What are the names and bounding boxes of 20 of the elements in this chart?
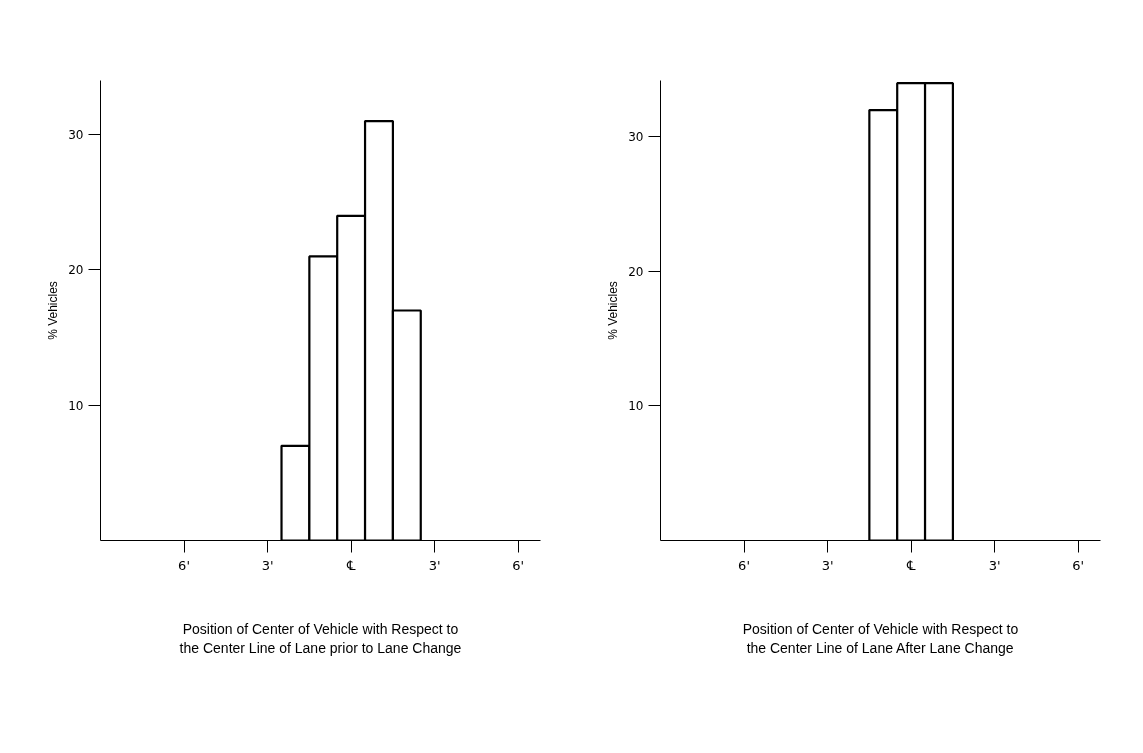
x-tick-label: 6'	[178, 557, 190, 573]
x-axis-title: Position of Center of Vehicle with Respect to the Center Line of Lane prior to Lane Change	[179, 620, 462, 656]
x-tick-label: 6'	[738, 557, 750, 573]
y-tick-label: 20	[68, 263, 84, 278]
x-tick-label: 3'	[988, 557, 1001, 573]
y-tick-label: 10	[628, 399, 644, 414]
x-axis-title: Position of Center of Vehicle with Respect to the Center Line of Lane After Lane Change	[742, 620, 1019, 656]
y-axis-title: % Vehicles	[46, 281, 61, 340]
x-tick-label: 6'	[1072, 557, 1085, 573]
y-tick-label: 20	[628, 264, 644, 279]
y-tick-label: 30	[628, 130, 644, 145]
x-tick-label: 3'	[261, 557, 274, 573]
x-tick-label: 3'	[821, 557, 834, 573]
y-tick-label: 30	[68, 128, 84, 143]
y-tick-label: 10	[68, 398, 84, 413]
x-tick-label: 6'	[512, 557, 525, 573]
y-axis-title: % Vehicles	[606, 281, 621, 340]
x-tick-label: 3'	[428, 557, 441, 573]
x-tick-label: ℄	[345, 557, 356, 573]
x-tick-label: ℄	[905, 557, 916, 573]
